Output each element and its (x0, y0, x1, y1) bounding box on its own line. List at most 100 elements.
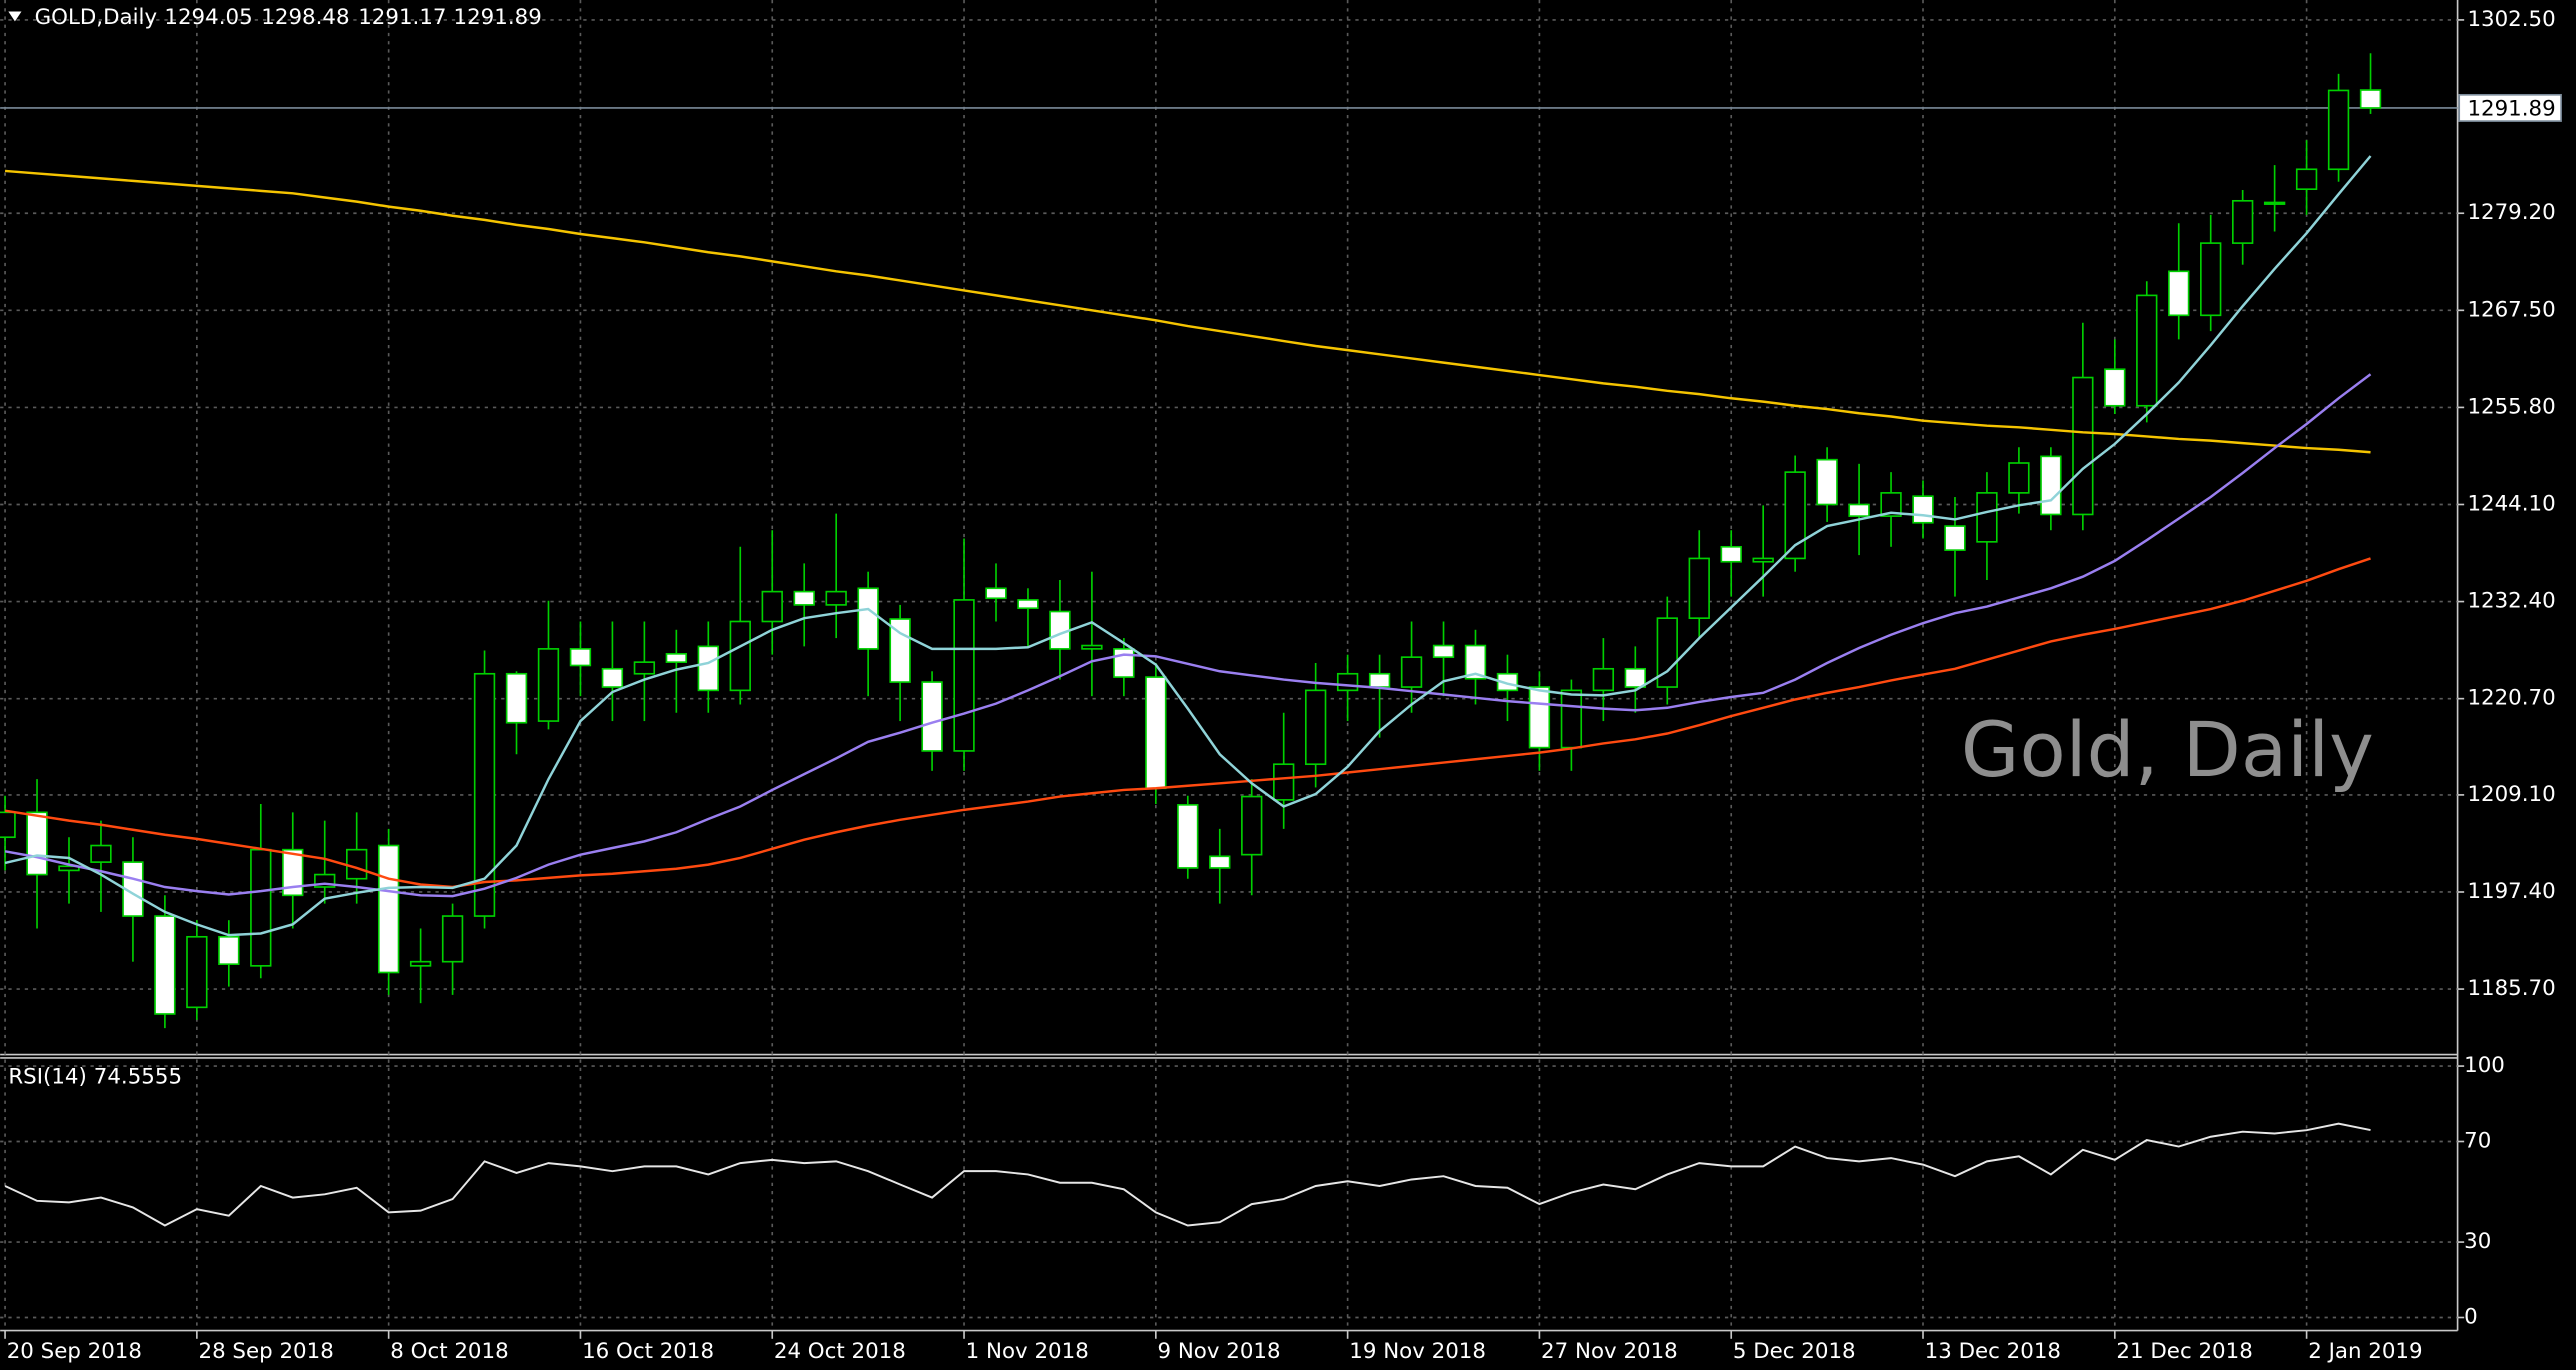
candle-body (2072, 376, 2094, 516)
candle-body (186, 935, 208, 1009)
rsi-title: RSI(14) (8, 1065, 86, 1090)
y-tick-label: 1255.80 (2467, 394, 2555, 419)
candle-body (2200, 242, 2222, 317)
x-tick-label: 24 Oct 2018 (774, 1339, 906, 1364)
y-tick-label: 30 (2464, 1229, 2491, 1254)
candle-body (2040, 455, 2062, 516)
y-tick-label: 1244.10 (2467, 491, 2555, 516)
x-tick-label: 28 Sep 2018 (198, 1339, 333, 1364)
x-tick-label: 20 Sep 2018 (7, 1339, 142, 1364)
moving-average (4, 155, 2372, 937)
candle-body (1560, 689, 1583, 749)
candle-body (2359, 89, 2382, 109)
ohlc-open: 1294.05 (164, 5, 252, 30)
candle-body (473, 672, 496, 917)
candle-body (1368, 672, 1391, 688)
x-tick-label: 13 Dec 2018 (1925, 1339, 2061, 1364)
candle-body (1400, 656, 1423, 688)
candle-body (2263, 201, 2286, 205)
y-tick-label: 1267.50 (2467, 297, 2555, 322)
y-tick-label: 0 (2464, 1305, 2478, 1330)
candle-body (2295, 168, 2318, 191)
candle-body (1784, 471, 1806, 560)
candle-body (1816, 458, 1838, 506)
candle-body (1304, 689, 1327, 766)
candle-body (218, 935, 240, 965)
candle-body (1752, 557, 1774, 563)
x-tick-label: 27 Nov 2018 (1541, 1339, 1678, 1364)
marks (0, 53, 2458, 1227)
candle-body (665, 653, 688, 663)
candle-body (377, 844, 400, 974)
y-tick-label: 1279.20 (2467, 200, 2555, 225)
x-tick-label: 19 Nov 2018 (1349, 1339, 1486, 1364)
y-tick-label: 1232.40 (2467, 589, 2555, 614)
x-tick-label: 9 Nov 2018 (1157, 1339, 1280, 1364)
ohlc-low: 1291.17 (358, 5, 446, 30)
candle-body (1177, 804, 1199, 869)
x-tick-label: 16 Oct 2018 (582, 1339, 714, 1364)
candle-body (857, 587, 879, 650)
candle-body (505, 672, 528, 724)
watermark: Gold, Daily (1961, 706, 2374, 794)
candle-body (569, 648, 592, 667)
y-tick-label: 100 (2464, 1053, 2505, 1078)
candle-body (1720, 545, 1742, 563)
candle-body (2231, 199, 2254, 244)
candle-body (1081, 644, 1103, 650)
candle-body (1432, 644, 1455, 658)
moving-average (4, 373, 2372, 898)
y-tick-label: 1209.10 (2467, 782, 2555, 807)
x-tick-label: 2 Jan 2019 (2308, 1339, 2422, 1364)
candle-body (90, 844, 112, 863)
candle-body (1912, 495, 1934, 524)
candle-body (282, 848, 304, 897)
rsi-line (4, 1122, 2371, 1227)
candle-body (2104, 368, 2126, 407)
x-tick-label: 8 Oct 2018 (390, 1339, 508, 1364)
candle-body (1209, 855, 1231, 869)
x-tick-label: 1 Nov 2018 (966, 1339, 1089, 1364)
candle-body (409, 960, 432, 967)
candle-body (697, 645, 719, 692)
candle-body (985, 587, 1007, 600)
x-tick-label: 5 Dec 2018 (1733, 1339, 1856, 1364)
candle-body (1656, 617, 1678, 688)
price-label: 1291.89 (2467, 97, 2555, 122)
ohlc-close: 1291.89 (454, 5, 542, 30)
chart-title: GOLD,Daily (35, 5, 157, 30)
candle-body (601, 667, 624, 688)
candle-body (1688, 557, 1710, 619)
price-label-box (2458, 93, 2562, 122)
candle-body (2168, 270, 2190, 317)
y-tick-label: 1220.70 (2467, 686, 2555, 711)
candle-body (761, 590, 783, 623)
candle-body (58, 865, 80, 872)
moving-average (4, 169, 2371, 454)
y-tick-label: 1185.70 (2467, 976, 2555, 1001)
candle-body (26, 811, 48, 876)
candle-body (1145, 676, 1167, 790)
y-tick-label: 1302.50 (2467, 7, 2555, 32)
candle-body (1273, 763, 1295, 801)
candle-body (1113, 648, 1135, 678)
candle-body (250, 848, 272, 967)
x-tick-label: 21 Dec 2018 (2116, 1339, 2252, 1364)
candle-body (1848, 503, 1870, 517)
candle-body (2008, 462, 2030, 494)
rsi-value: 74.5555 (94, 1065, 182, 1090)
candle-body (1880, 492, 1902, 517)
candle-body (2327, 89, 2350, 171)
candle-body (1241, 795, 1263, 856)
candle-body (1528, 686, 1551, 749)
moving-average (4, 557, 2371, 889)
candle-body (825, 590, 847, 606)
candle-body (346, 848, 368, 880)
ohlc-high: 1298.48 (261, 5, 349, 30)
candle-body (1592, 667, 1615, 692)
y-tick-label: 70 (2464, 1128, 2491, 1153)
candle-body (0, 811, 16, 839)
candle-body (633, 661, 656, 675)
